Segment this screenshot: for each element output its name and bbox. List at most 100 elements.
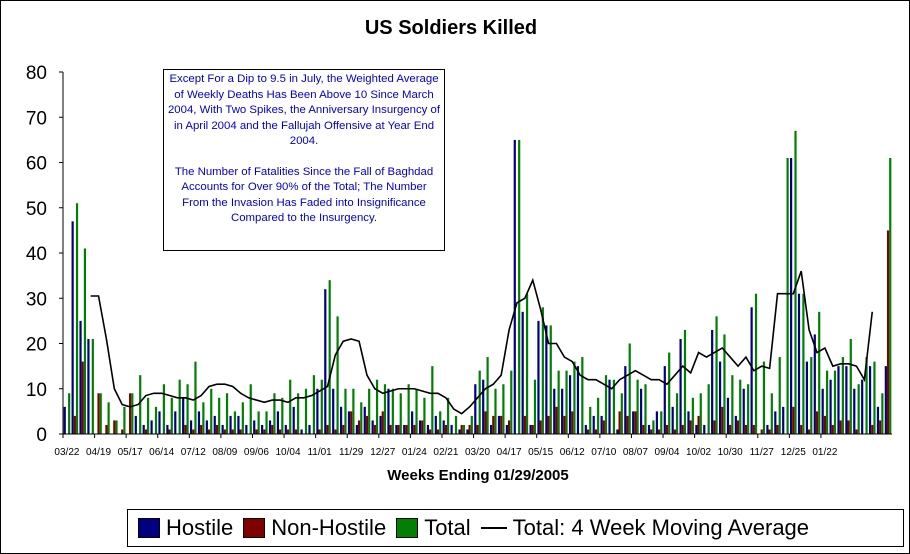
x-tick-label: 05/17 [118, 447, 143, 458]
x-tick-label: 12/25 [781, 447, 806, 458]
bar-total [525, 293, 529, 434]
bar-hostile [474, 384, 477, 434]
bar-hostile [568, 375, 572, 434]
bar-non-hostile [855, 429, 858, 434]
bar-non-hostile [555, 406, 558, 434]
bar-non-hostile [397, 424, 400, 434]
annotation-box: Except For a Dip to 9.5 in July, the Wei… [163, 69, 445, 251]
x-tick-label: 04/17 [497, 447, 522, 458]
bar-hostile [245, 424, 248, 434]
bar-hostile [679, 338, 682, 434]
bar-non-hostile [847, 420, 850, 434]
bar-hostile [884, 366, 887, 435]
bar-total [778, 357, 781, 434]
bar-non-hostile [144, 429, 147, 434]
bar-hostile [521, 311, 524, 434]
y-tick-label: 60 [26, 154, 47, 175]
bar-hostile [292, 406, 295, 434]
bar-hostile [734, 415, 737, 434]
bar-hostile [584, 424, 587, 434]
bar-non-hostile [192, 429, 195, 434]
bar-non-hostile [460, 424, 463, 434]
x-axis-tick-labels: 03/22 04/19 05/17 06/14 07/12 08/09 09/06 10/04… [54, 434, 838, 458]
bar-hostile [355, 424, 358, 434]
bar-total [762, 361, 766, 434]
bar-non-hostile [389, 424, 392, 434]
bar-non-hostile [586, 429, 590, 434]
bar-non-hostile [823, 415, 826, 434]
bar-non-hostile [429, 429, 432, 434]
legend-label-hostile: Hostile [166, 515, 234, 540]
bar-total [218, 397, 221, 434]
bar-hostile [553, 388, 556, 434]
bar-hostile [300, 429, 303, 434]
bar-non-hostile [531, 424, 534, 434]
bar-hostile [608, 379, 611, 434]
bar-non-hostile [871, 424, 874, 434]
bar-non-hostile [286, 429, 290, 434]
bar-total [802, 293, 805, 434]
bar-hostile [134, 415, 137, 434]
bar-non-hostile [792, 406, 795, 434]
bar-non-hostile [523, 415, 526, 434]
bar-non-hostile [215, 424, 219, 434]
bar-total [352, 388, 355, 434]
chart-title: US Soldiers Killed [365, 17, 537, 39]
x-tick-label: 11/29 [339, 447, 364, 458]
bar-hostile [213, 415, 216, 434]
bar-hostile [316, 388, 319, 434]
bar-total [857, 384, 860, 434]
bar-hostile [616, 429, 619, 434]
bar-marks [63, 130, 892, 435]
bar-hostile [687, 411, 690, 435]
bar-total [162, 384, 165, 434]
bar-total [297, 393, 300, 434]
bar-total [115, 420, 118, 434]
bar-hostile [790, 157, 793, 435]
bar-total [478, 370, 481, 434]
bar-total [344, 388, 347, 434]
bar-total [289, 379, 292, 434]
bar-hostile [868, 366, 872, 435]
bar-total [683, 329, 687, 434]
bar-total [99, 393, 102, 434]
bar-non-hostile [681, 424, 684, 434]
bar-hostile [545, 325, 548, 434]
x-axis-title: Weeks Ending 01/29/2005 [387, 467, 569, 484]
bar-non-hostile [73, 415, 76, 434]
bar-hostile [561, 388, 564, 434]
y-tick-label: 30 [26, 289, 47, 310]
bar-non-hostile [436, 429, 440, 434]
bar-hostile [379, 415, 382, 434]
bar-total [439, 411, 442, 435]
bar-total [225, 393, 229, 434]
bar-total [794, 130, 797, 434]
bar-total [407, 384, 410, 434]
bar-total [518, 139, 521, 435]
bar-non-hostile [713, 420, 716, 434]
annotation-paragraph-1: Except For a Dip to 9.5 in July, the Wei… [167, 73, 441, 147]
x-tick-label: 09/06 [244, 447, 269, 458]
bar-total [549, 325, 552, 434]
bar-non-hostile [879, 420, 882, 434]
bar-hostile [324, 289, 327, 434]
bar-hostile [221, 424, 224, 434]
bar-non-hostile [539, 420, 542, 434]
bar-total [336, 316, 339, 434]
bar-total [328, 280, 331, 434]
bar-non-hostile [815, 411, 819, 435]
bar-non-hostile [113, 420, 116, 434]
moving-average-line [90, 270, 874, 415]
x-tick-label: 07/10 [591, 447, 616, 458]
bar-non-hostile [808, 429, 811, 434]
bar-hostile [253, 420, 256, 434]
bar-total [131, 393, 134, 434]
bar-total [194, 361, 197, 434]
x-tick-label: 09/04 [654, 447, 679, 458]
bar-hostile [63, 406, 66, 434]
bar-hostile [158, 411, 161, 435]
bar-non-hostile [413, 424, 416, 434]
bar-total [691, 397, 694, 434]
bar-hostile [276, 411, 280, 435]
